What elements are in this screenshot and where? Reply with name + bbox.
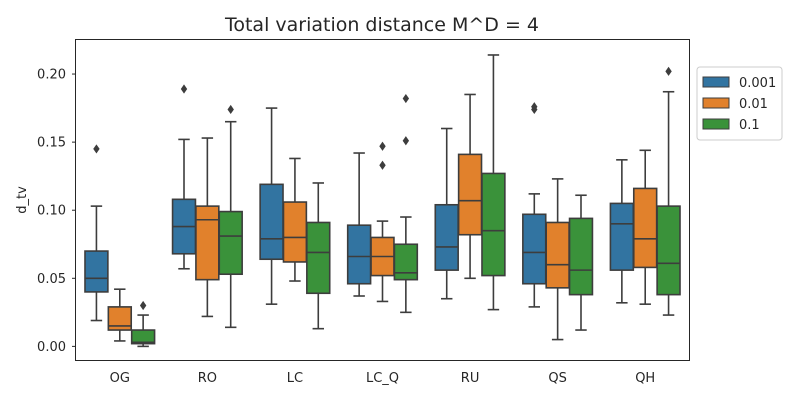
box-LC_Q-0.001	[346, 152, 372, 297]
outlier-point	[665, 66, 672, 76]
box-RO-0.01	[195, 137, 220, 318]
box-LC-0.01	[282, 157, 308, 282]
box-RO-0.001	[171, 84, 197, 270]
box-LC-0.1	[306, 182, 331, 330]
x-tick-label: QH	[635, 371, 655, 386]
box-iqr	[259, 183, 284, 261]
outlier-point	[379, 160, 386, 170]
box-QH-0.1	[656, 66, 681, 316]
box-LC_Q-0.1	[393, 93, 419, 314]
box-QS-0.001	[522, 102, 547, 308]
y-axis-label: d_tv	[15, 186, 30, 214]
box-QS-0.01	[545, 178, 570, 341]
box-OG-0.001	[84, 144, 109, 322]
legend-label: 0.001	[739, 76, 776, 91]
plot-frame	[75, 39, 690, 361]
box-iqr	[306, 221, 331, 295]
legend-swatch	[702, 76, 730, 88]
plot-area	[84, 54, 681, 348]
box-iqr	[545, 221, 570, 289]
box-iqr	[346, 224, 372, 285]
box-iqr	[481, 172, 506, 277]
y-tick-label: 0.20	[37, 68, 66, 83]
box-QH-0.001	[609, 159, 635, 304]
y-tick-label: 0.15	[37, 136, 66, 151]
box-iqr	[457, 153, 483, 236]
legend-label: 0.01	[739, 97, 768, 112]
x-tick-label: OG	[110, 371, 130, 386]
box-QH-0.01	[632, 149, 658, 305]
box-OG-0.1	[130, 300, 156, 348]
box-OG-0.01	[107, 288, 133, 342]
y-axis-ticks: 0.00 0.05 0.10 0.15 0.20	[37, 68, 76, 355]
outlier-point	[531, 102, 538, 112]
box-iqr	[568, 217, 594, 296]
box-iqr	[632, 187, 658, 269]
y-tick-label: 0.05	[37, 272, 66, 287]
x-tick-label: RU	[461, 371, 480, 386]
box-iqr	[522, 213, 547, 285]
box-iqr	[130, 329, 156, 345]
x-tick-label: LC	[287, 371, 303, 386]
box-RU-0.001	[434, 127, 459, 300]
y-tick-label: 0.00	[37, 340, 66, 355]
x-axis-ticks: OG RO LC LC_Q RU QS QH	[110, 371, 656, 386]
box-QS-0.1	[568, 194, 594, 331]
legend-swatch	[702, 97, 730, 109]
outlier-point	[93, 144, 100, 154]
box-RU-0.1	[481, 54, 506, 311]
box-iqr	[393, 243, 419, 281]
outlier-point	[139, 300, 147, 311]
box-iqr	[656, 205, 681, 296]
legend: 0.001 0.01 0.1	[696, 66, 783, 141]
legend-swatch	[702, 118, 730, 130]
box-iqr	[107, 306, 133, 331]
box-iqr	[609, 202, 635, 271]
box-LC_Q-0.01	[370, 141, 395, 303]
y-tick-label: 0.10	[37, 204, 66, 219]
outlier-point	[402, 93, 410, 104]
outlier-point	[180, 84, 188, 94]
box-LC-0.001	[259, 107, 284, 305]
box-iqr	[195, 205, 220, 281]
legend-label: 0.1	[739, 118, 760, 133]
box-iqr	[434, 203, 459, 271]
x-tick-label: RO	[198, 371, 217, 386]
box-iqr	[218, 210, 243, 276]
box-iqr	[282, 201, 308, 263]
box-RU-0.01	[457, 93, 483, 280]
x-tick-label: QS	[548, 371, 566, 386]
box-iqr	[84, 250, 109, 293]
outlier-point	[402, 136, 410, 146]
outlier-point	[227, 104, 234, 115]
outlier-point	[379, 141, 386, 151]
chart-title: Total variation distance M^D = 4	[224, 14, 539, 36]
x-tick-label: LC_Q	[366, 371, 399, 386]
box-RO-0.1	[218, 104, 243, 329]
